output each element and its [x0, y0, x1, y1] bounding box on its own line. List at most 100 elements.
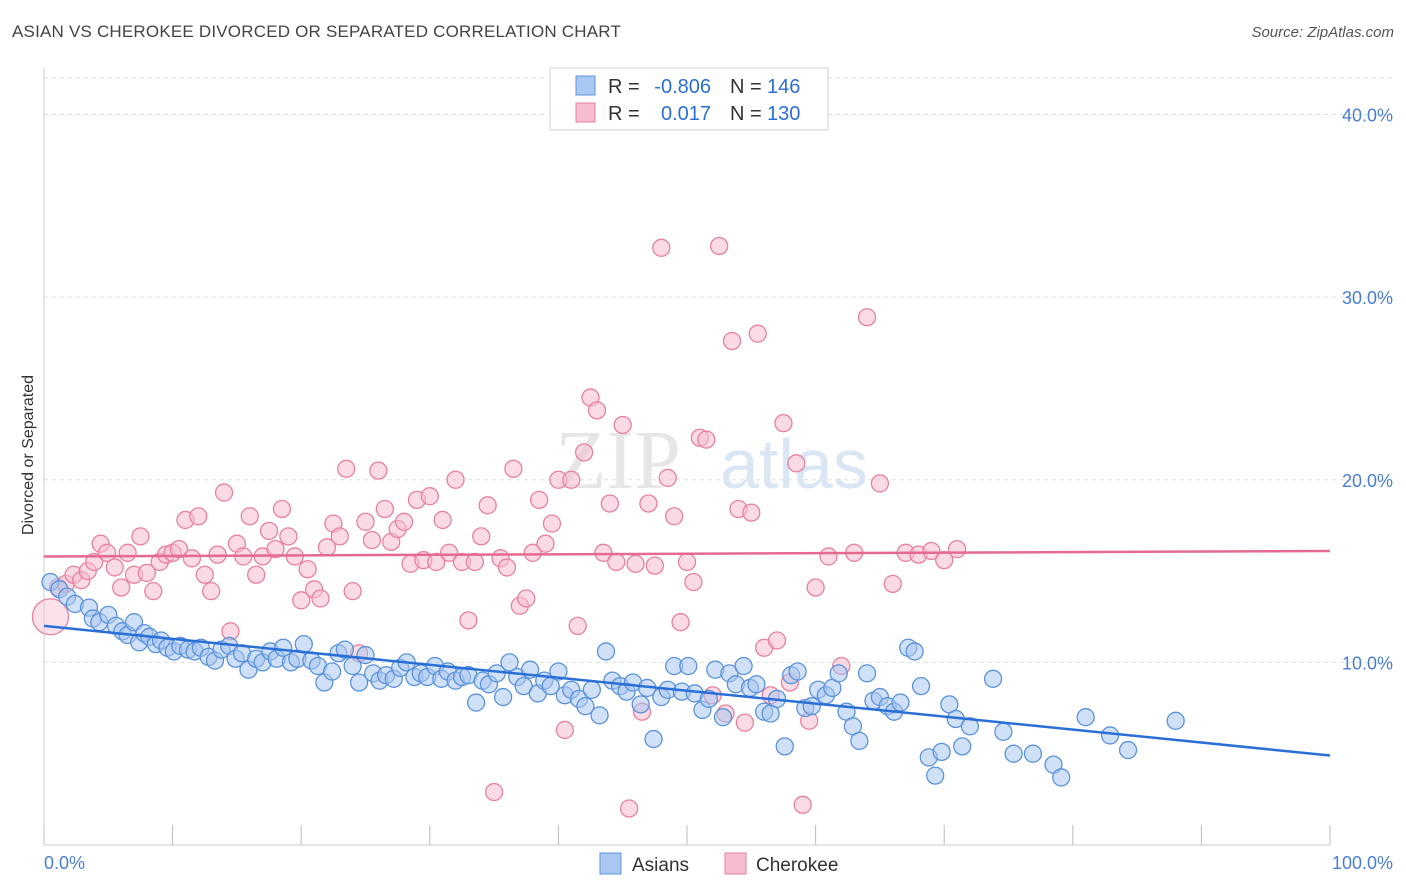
- cherokee-point: [311, 589, 330, 608]
- cherokee-point: [806, 578, 825, 597]
- cherokee-point: [555, 720, 574, 740]
- cherokee-point: [375, 499, 394, 519]
- cherokee-point: [112, 578, 131, 597]
- cherokee-point: [600, 494, 619, 513]
- cherokee-point: [189, 507, 208, 526]
- cherokee-point: [748, 324, 767, 343]
- x-tick-labels: 0.0% 100.0%: [44, 853, 1393, 873]
- cherokee-point: [607, 552, 626, 572]
- asians-point: [322, 662, 342, 681]
- cherokee-point: [472, 527, 491, 546]
- asians-point: [850, 731, 869, 751]
- bottom-legend-swatch-cherokee: [724, 852, 747, 875]
- cherokee-point: [484, 782, 504, 802]
- cherokee-point: [697, 430, 716, 449]
- cherokee-point: [259, 521, 279, 541]
- asians-point: [294, 634, 313, 654]
- cherokee-point: [742, 503, 761, 522]
- asians-point: [356, 645, 375, 665]
- asians-point: [1052, 768, 1071, 787]
- legend-r-value: -0.806: [654, 76, 711, 98]
- cherokee-point: [272, 499, 292, 519]
- cherokee-point: [446, 470, 465, 489]
- cherokee-point: [562, 470, 581, 489]
- cherokee-point: [337, 459, 356, 478]
- cherokee-point: [369, 461, 388, 480]
- cherokee-point: [710, 236, 729, 256]
- asians-point: [1004, 744, 1023, 763]
- grid-lines: [44, 77, 1393, 663]
- cherokee-point: [137, 563, 157, 583]
- cherokee-point: [658, 468, 677, 488]
- asians-point: [994, 722, 1013, 741]
- cherokee-point: [427, 552, 446, 572]
- cherokee-point: [459, 611, 478, 630]
- asians-point: [926, 766, 945, 785]
- bottom-legend: Asians Cherokee: [599, 852, 838, 876]
- cherokee-point: [870, 474, 890, 493]
- asians-point: [960, 717, 980, 736]
- cherokee-point: [857, 308, 877, 327]
- cherokee-point: [587, 401, 607, 420]
- asians-point: [500, 653, 519, 672]
- cherokee-point: [202, 582, 221, 601]
- axes: [43, 68, 1331, 846]
- cherokee-point: [568, 616, 587, 636]
- legend-r-value: 0.017: [661, 103, 711, 125]
- cherokee-point: [195, 565, 214, 584]
- cherokee-point: [240, 507, 259, 526]
- asians-point: [788, 662, 807, 681]
- cherokee-point: [497, 558, 517, 577]
- asians-point: [679, 656, 698, 676]
- bottom-legend-swatch-asians: [599, 852, 622, 875]
- cherokee-point: [465, 552, 484, 572]
- legend-n-value: 130: [767, 103, 800, 125]
- cherokee-point: [774, 413, 793, 433]
- asians-point: [905, 642, 924, 661]
- legend-n-label: N =: [730, 103, 762, 125]
- cherokee-point: [182, 549, 202, 568]
- cherokee-point: [536, 534, 555, 553]
- asians-point: [857, 664, 877, 683]
- asians-trend-line: [43, 624, 1331, 757]
- source-label: Source: ZipAtlas.com: [1251, 24, 1394, 41]
- cherokee-point: [105, 558, 124, 577]
- asians-point: [335, 640, 355, 659]
- bottom-legend-cherokee: Cherokee: [756, 855, 838, 876]
- cherokee-point: [343, 582, 362, 601]
- asians-point: [932, 742, 951, 762]
- cherokee-point: [279, 527, 298, 546]
- asians-point: [1166, 711, 1185, 730]
- cherokee-point: [169, 540, 189, 559]
- cherokee-trend-line: [43, 549, 1331, 558]
- asians-point: [983, 669, 1003, 688]
- cherokee-point: [883, 574, 902, 594]
- chart-title: ASIAN VS CHEROKEE DIVORCED OR SEPARATED …: [12, 22, 622, 41]
- cherokee-point: [529, 490, 549, 510]
- cherokee-point: [922, 541, 941, 561]
- cherokee-point: [247, 565, 266, 584]
- asians-point: [631, 695, 650, 714]
- cherokee-point: [542, 514, 562, 533]
- cherokee-point: [330, 527, 349, 546]
- asians-point: [1023, 744, 1043, 763]
- cherokee-point: [819, 547, 838, 566]
- asians-point: [549, 662, 568, 681]
- asians-point: [582, 680, 601, 699]
- cherokee-point: [793, 795, 812, 814]
- cherokee-point: [735, 713, 755, 732]
- cherokee-point: [118, 543, 137, 562]
- cherokee-point: [626, 554, 645, 573]
- asians-point: [1076, 708, 1095, 727]
- cherokee-point: [652, 238, 671, 257]
- cherokee-point: [684, 572, 703, 592]
- asians-point: [644, 729, 663, 749]
- series-asians: [41, 572, 1185, 787]
- cherokee-point: [356, 512, 375, 531]
- y-tick-label: 30.0%: [1342, 288, 1393, 308]
- cherokee-point: [266, 540, 285, 559]
- cherokee-point: [298, 560, 317, 579]
- cherokee-point: [639, 494, 658, 513]
- x-tick-label: 0.0%: [44, 853, 85, 873]
- asians-point: [274, 638, 293, 657]
